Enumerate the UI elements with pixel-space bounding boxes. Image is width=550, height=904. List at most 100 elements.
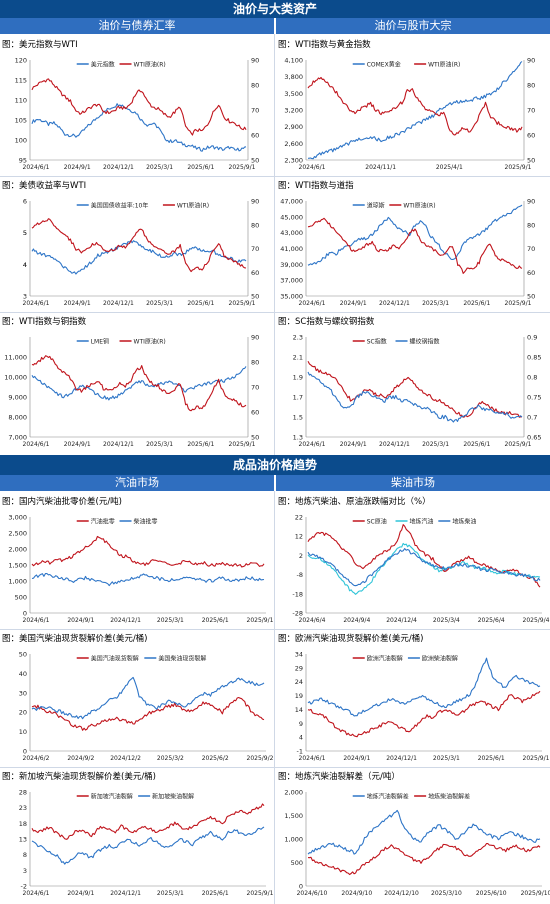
x-tick-label: 2025/3/10 xyxy=(431,890,462,897)
right-section-bar: 油价与股市大宗 xyxy=(276,18,550,34)
x-tick-label: 2024/9/10 xyxy=(341,890,372,897)
gasoline-section-label: 汽油市场 xyxy=(115,476,159,489)
y2-tick-label: 70 xyxy=(251,245,259,253)
x-tick-label: 2024/6/1 xyxy=(23,890,50,897)
y2-tick-label: 0.7 xyxy=(527,414,537,422)
x-tick-label: 2025/9/1 xyxy=(229,300,256,307)
chart-panel: 图：美债收益率与WTI 3 4 4 5 5 6 50 60 70 80 90 2024/6/1 2024… xyxy=(0,177,274,312)
y-tick-label: 40 xyxy=(19,670,27,678)
x-tick-label: 2025/9/4 xyxy=(523,617,550,624)
y-tick-label: 2.3 xyxy=(293,334,303,342)
legend-label: 地炼汽油裂解差 xyxy=(367,793,409,801)
y-tick-label: 22 xyxy=(295,514,303,522)
x-tick-label: 2025/6/1 xyxy=(202,617,229,624)
y2-tick-label: 50 xyxy=(527,293,535,301)
y2-tick-label: 50 xyxy=(251,434,259,442)
legend-label: 美国柴油现货裂解 xyxy=(158,655,206,663)
legend-label: WTI原油(R) xyxy=(177,202,209,210)
chart-svg: 2,300 2,600 2,900 3,200 3,500 3,800 4,100 50 60 7… xyxy=(284,57,535,172)
y-tick-label: 1.3 xyxy=(293,434,303,442)
y2-tick-label: 0.65 xyxy=(527,434,541,442)
x-tick-label: 2025/6/1 xyxy=(478,755,505,762)
y-tick-label: 3,200 xyxy=(284,107,303,115)
chart-title: 图：地炼汽柴油、原油涨跌幅对比（%） xyxy=(278,497,431,507)
x-tick-label: 2025/3/1 xyxy=(433,755,460,762)
x-tick-label: 2024/6/1 xyxy=(299,164,326,171)
legend-label: 欧洲汽油裂解 xyxy=(367,655,403,663)
legend-label: 地炼柴油 xyxy=(452,518,476,526)
x-tick-label: 2024/9/1 xyxy=(67,617,94,624)
x-tick-label: 2025/4/1 xyxy=(436,164,463,171)
y2-tick-label: 0.85 xyxy=(527,354,541,362)
y-tick-label: 95 xyxy=(19,157,27,165)
chart-svg: 35,000 37,000 39,000 41,000 43,000 45,000 47,0… xyxy=(280,198,535,308)
left-section-label: 油价与债券汇率 xyxy=(98,19,176,32)
y-tick-label: 115 xyxy=(15,77,27,85)
legend-label: COMEX黄金 xyxy=(367,61,401,69)
x-tick-label: 2024/6/1 xyxy=(299,755,326,762)
y2-tick-label: 90 xyxy=(251,198,259,206)
chart-panel: 图：WTI指数与铜指数 7,000 8,000 9,000 10,000 11,000 5… xyxy=(0,313,274,453)
line-series-1 xyxy=(31,676,265,720)
y-tick-label: 12 xyxy=(295,533,303,541)
x-tick-label: 2025/9/1 xyxy=(229,164,256,171)
line-series-0 xyxy=(31,103,247,152)
chart-panel: 图：地炼汽柴油裂解差（元/吨） 0 500 1,000 1,500 2,000 2024/… xyxy=(276,768,550,902)
x-tick-label: 2024/9/4 xyxy=(343,617,370,624)
y-tick-label: 10,000 xyxy=(4,374,27,382)
y-tick-label: 5 xyxy=(23,229,27,237)
x-tick-label: 2025/3/1 xyxy=(146,300,173,307)
column-divider-bottom xyxy=(274,491,275,904)
y-tick-label: 2,300 xyxy=(284,157,303,165)
y2-tick-label: 60 xyxy=(251,409,259,417)
chart-title: 图：地炼汽柴油裂解差（元/吨） xyxy=(278,772,400,782)
x-tick-label: 2024/12/1 xyxy=(103,300,134,307)
legend-label: SC指数 xyxy=(367,338,387,346)
x-tick-label: 2024/11/1 xyxy=(365,164,396,171)
y-tick-label: 4,100 xyxy=(284,57,303,65)
y2-tick-label: 90 xyxy=(527,198,535,206)
y-tick-label: 1.9 xyxy=(293,374,303,382)
line-series-1 xyxy=(307,542,541,595)
y-tick-label: 11,000 xyxy=(4,354,27,362)
chart-svg: 0 10 20 30 40 50 2024/6/2 2024/9/2 2024/12/2 2025… xyxy=(19,651,274,763)
x-tick-label: 2024/12/10 xyxy=(384,890,419,897)
y2-tick-label: 90 xyxy=(527,57,535,65)
column-divider-top xyxy=(274,34,275,455)
legend-label: SC原油 xyxy=(367,518,387,526)
y-tick-label: 13 xyxy=(19,836,27,844)
x-tick-label: 2024/12/1 xyxy=(110,617,141,624)
chart-svg: -28 -18 -8 2 12 22 2024/6/4 2024/9/4 2024/12/4 20… xyxy=(292,514,550,625)
legend-label: 道琼斯 xyxy=(367,202,385,210)
y-tick-label: 9 xyxy=(299,720,303,728)
chart-svg: -1 4 9 14 19 24 29 34 2024/6/1 2024/9/1 2024/12/1 2… xyxy=(295,651,550,763)
diesel-section-bar: 柴油市场 xyxy=(276,475,550,491)
y-tick-label: 34 xyxy=(295,651,303,659)
x-tick-label: 2024/6/4 xyxy=(299,617,326,624)
y2-tick-label: 0.75 xyxy=(527,394,541,402)
line-series-1 xyxy=(31,826,265,865)
x-tick-label: 2025/6/1 xyxy=(187,441,214,448)
y2-tick-label: 80 xyxy=(527,82,535,90)
x-tick-label: 2025/9/1 xyxy=(505,164,532,171)
y-tick-label: 14 xyxy=(295,706,303,714)
chart-title: 图：WTI指数与道指 xyxy=(278,181,354,191)
y2-tick-label: 70 xyxy=(527,245,535,253)
legend-label: 汽油批零 xyxy=(91,518,115,526)
x-tick-label: 2024/6/1 xyxy=(23,617,50,624)
row-divider-4 xyxy=(0,767,550,768)
x-tick-label: 2024/9/2 xyxy=(67,755,94,762)
line-series-2 xyxy=(307,548,541,587)
y-tick-label: 4 xyxy=(23,261,27,269)
chart-svg: 0 500 1,000 1,500 2,000 2024/6/10 2024/9/10 202… xyxy=(284,789,550,898)
y-tick-label: 4 xyxy=(299,734,303,742)
y-tick-label: 4 xyxy=(23,261,27,269)
line-series-0 xyxy=(31,366,247,401)
y-tick-label: 0 xyxy=(299,883,303,891)
y-tick-label: 8,000 xyxy=(8,414,27,422)
x-tick-label: 2024/6/2 xyxy=(23,755,50,762)
legend-label: 新加坡柴油裂解 xyxy=(152,793,194,801)
line-series-1 xyxy=(307,76,523,136)
y-tick-label: 500 xyxy=(15,594,27,602)
y-tick-label: 2.1 xyxy=(293,354,303,362)
